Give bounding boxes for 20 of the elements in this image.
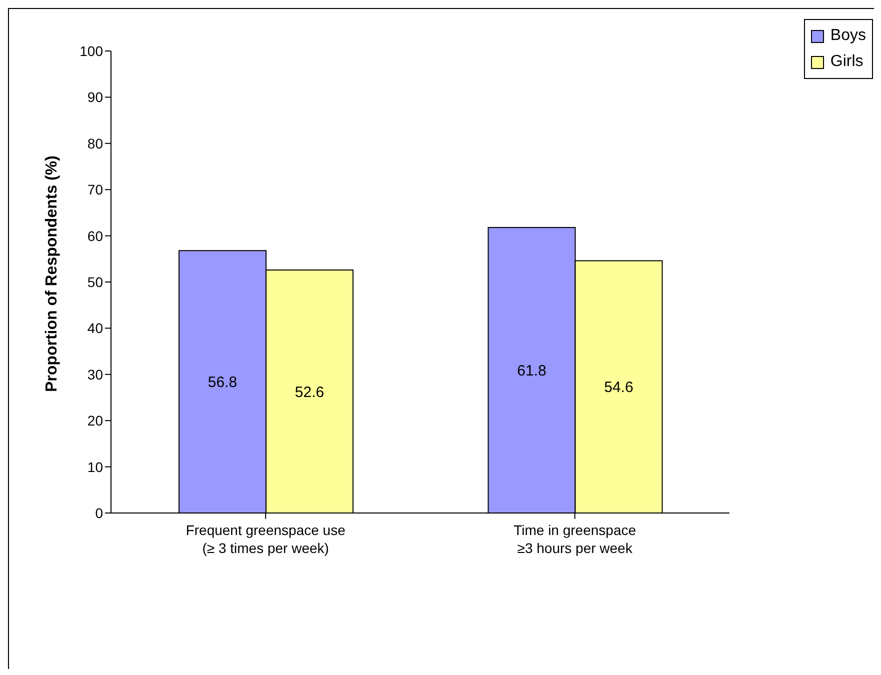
y-tick-label: 70 <box>87 182 104 198</box>
legend-label: Boys <box>830 27 866 45</box>
y-tick-label: 100 <box>80 42 104 59</box>
y-tick-label: 60 <box>87 228 104 244</box>
y-tick-label: 50 <box>87 274 104 290</box>
y-tick-label: 30 <box>87 366 104 382</box>
x-tick-label: Time in greenspace ≥3 hours per week <box>514 522 636 556</box>
legend-label: Girls <box>830 53 864 71</box>
y-tick-label: 80 <box>87 135 104 152</box>
data-label: 54.6 <box>604 379 634 396</box>
y-tick-label: 40 <box>87 320 104 336</box>
data-label: 61.8 <box>517 362 546 380</box>
y-axis-title: Proportion of Respondents (%) <box>44 156 61 392</box>
x-tick-label: Frequent greenspace use (≥ 3 times per week) <box>186 522 346 556</box>
y-tick-label: 10 <box>87 458 104 475</box>
data-label: 52.6 <box>294 384 324 401</box>
y-tick-label: 90 <box>87 89 104 106</box>
data-label: 56.8 <box>208 374 238 392</box>
y-tick-label: 20 <box>87 412 104 429</box>
y-tick-label: 0 <box>95 504 104 521</box>
